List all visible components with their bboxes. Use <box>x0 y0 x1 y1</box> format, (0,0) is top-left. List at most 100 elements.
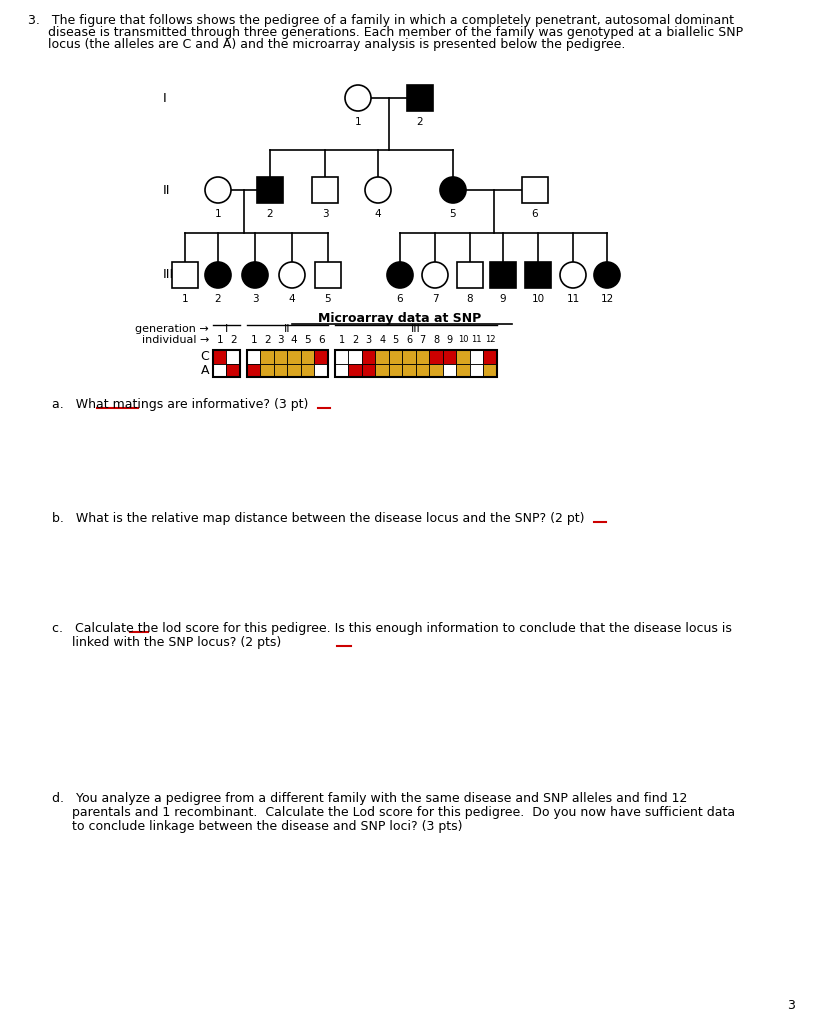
Bar <box>301 350 315 364</box>
Bar <box>274 350 288 364</box>
Text: 5: 5 <box>393 335 399 345</box>
Bar <box>443 350 457 364</box>
Text: 2: 2 <box>230 335 237 345</box>
Text: 3: 3 <box>278 335 284 345</box>
Text: 7: 7 <box>420 335 426 345</box>
Text: linked with the SNP locus? (2 pts): linked with the SNP locus? (2 pts) <box>52 636 281 649</box>
Bar <box>362 350 376 364</box>
Text: 5: 5 <box>449 209 457 219</box>
Bar <box>457 364 470 377</box>
Text: C: C <box>200 350 209 364</box>
Bar <box>403 364 416 377</box>
Text: 4: 4 <box>375 209 382 219</box>
Bar <box>247 350 261 364</box>
Text: 6: 6 <box>532 209 538 219</box>
Bar <box>247 364 261 377</box>
Bar <box>525 262 551 288</box>
Text: 1: 1 <box>355 117 361 127</box>
Bar <box>247 350 328 377</box>
Text: individual →: individual → <box>141 335 209 345</box>
Bar <box>389 350 403 364</box>
Bar <box>470 364 484 377</box>
Bar <box>389 364 403 377</box>
Bar <box>430 364 443 377</box>
Text: 5: 5 <box>305 335 311 345</box>
Bar <box>484 350 497 364</box>
Bar <box>416 350 430 364</box>
Text: 2: 2 <box>417 117 423 127</box>
Bar <box>315 350 328 364</box>
Text: 3: 3 <box>252 294 258 304</box>
Bar <box>470 350 484 364</box>
Text: III: III <box>411 324 421 334</box>
Bar <box>376 350 389 364</box>
Text: 9: 9 <box>447 335 453 345</box>
Bar <box>335 350 349 364</box>
Circle shape <box>242 262 268 288</box>
Bar <box>349 364 362 377</box>
Text: 7: 7 <box>431 294 438 304</box>
Bar <box>301 364 315 377</box>
Circle shape <box>205 177 231 203</box>
Text: 12: 12 <box>600 294 614 304</box>
Text: generation →: generation → <box>136 324 209 334</box>
Bar <box>257 177 283 203</box>
Text: 2: 2 <box>352 335 359 345</box>
Bar <box>376 364 389 377</box>
Text: 1: 1 <box>217 335 223 345</box>
Bar <box>335 364 349 377</box>
Text: parentals and 1 recombinant.  Calculate the Lod score for this pedigree.  Do you: parentals and 1 recombinant. Calculate t… <box>52 806 735 819</box>
Text: 12: 12 <box>485 336 495 344</box>
Text: II: II <box>284 324 291 334</box>
Text: 9: 9 <box>500 294 507 304</box>
Bar <box>416 364 430 377</box>
Text: 6: 6 <box>406 335 413 345</box>
Text: I: I <box>225 324 228 334</box>
Bar <box>457 350 470 364</box>
Text: 4: 4 <box>288 294 295 304</box>
Text: III: III <box>163 268 174 282</box>
Text: 1: 1 <box>215 209 221 219</box>
Bar <box>403 350 416 364</box>
Text: 5: 5 <box>324 294 332 304</box>
Bar <box>261 350 274 364</box>
Text: a.   What matings are informative? (3 pt): a. What matings are informative? (3 pt) <box>52 398 308 411</box>
Bar <box>362 364 376 377</box>
Text: disease is transmitted through three generations. Each member of the family was : disease is transmitted through three gen… <box>28 26 743 39</box>
Text: 10: 10 <box>458 336 468 344</box>
Bar <box>457 262 483 288</box>
Bar <box>213 364 226 377</box>
Text: 3: 3 <box>322 209 328 219</box>
Bar <box>315 364 328 377</box>
Bar <box>226 350 240 364</box>
Bar <box>288 350 301 364</box>
Text: 6: 6 <box>318 335 324 345</box>
Circle shape <box>365 177 391 203</box>
Bar <box>349 350 362 364</box>
Circle shape <box>205 262 231 288</box>
Text: 1: 1 <box>251 335 257 345</box>
Bar <box>484 364 497 377</box>
Text: to conclude linkage between the disease and SNP loci? (3 pts): to conclude linkage between the disease … <box>52 820 462 833</box>
Bar <box>407 85 433 111</box>
Text: 1: 1 <box>181 294 188 304</box>
Text: 6: 6 <box>397 294 404 304</box>
Text: A: A <box>200 364 209 377</box>
Bar <box>261 364 274 377</box>
Circle shape <box>279 262 305 288</box>
Text: 3.   The figure that follows shows the pedigree of a family in which a completel: 3. The figure that follows shows the ped… <box>28 14 734 27</box>
Text: 8: 8 <box>467 294 473 304</box>
Circle shape <box>422 262 448 288</box>
Text: c.   Calculate the lod score for this pedigree. Is this enough information to co: c. Calculate the lod score for this pedi… <box>52 622 732 635</box>
Text: I: I <box>163 91 167 104</box>
Text: 1: 1 <box>339 335 345 345</box>
Text: d.   You analyze a pedigree from a different family with the same disease and SN: d. You analyze a pedigree from a differe… <box>52 792 687 805</box>
Circle shape <box>594 262 620 288</box>
Bar <box>213 350 240 377</box>
Text: 11: 11 <box>566 294 579 304</box>
Circle shape <box>387 262 413 288</box>
Bar <box>288 364 301 377</box>
Bar <box>274 364 288 377</box>
Text: 11: 11 <box>471 336 482 344</box>
Text: 3: 3 <box>787 999 795 1012</box>
